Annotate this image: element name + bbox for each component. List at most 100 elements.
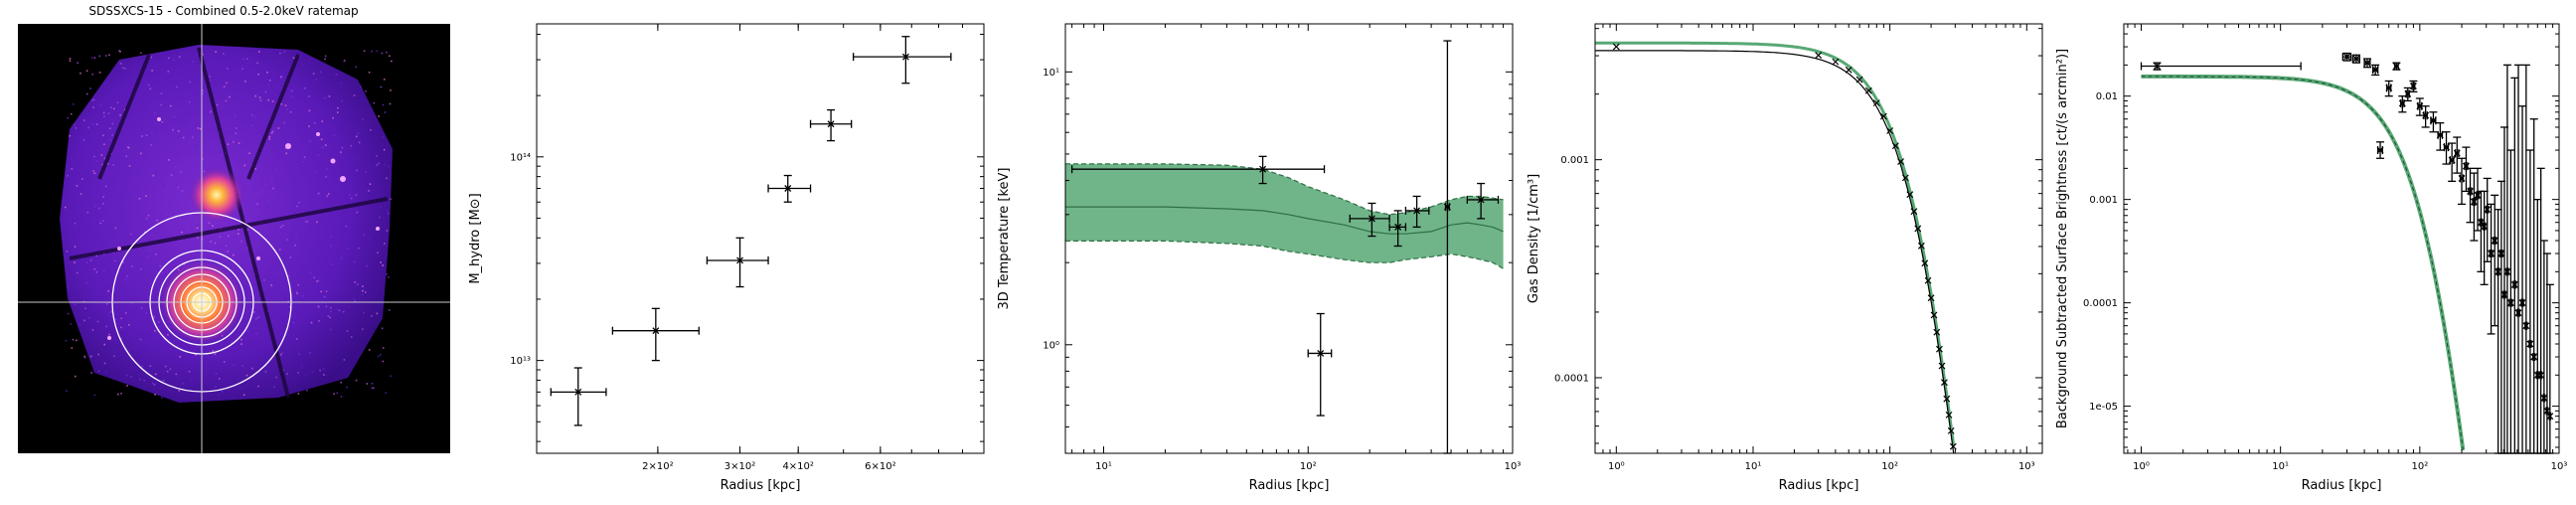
ratemap-pixel <box>377 252 379 254</box>
ratemap-pixel <box>119 51 121 53</box>
ratemap-pixel <box>167 57 170 60</box>
ratemap-pixel <box>113 355 115 358</box>
ratemap-pixel <box>139 378 141 381</box>
ratemap-pixel <box>139 110 142 112</box>
ratemap-pixel <box>358 141 361 144</box>
density-data-point <box>1949 442 1957 450</box>
ratemap-pixel <box>326 195 329 198</box>
ratemap-pixel <box>197 237 199 239</box>
ratemap-pixel <box>76 271 79 274</box>
ratemap-pixel <box>103 204 106 207</box>
ratemap-pixel <box>168 159 170 161</box>
ratemap-pixel <box>290 89 293 92</box>
ratemap-pixel <box>321 120 323 122</box>
ratemap-pixel <box>323 96 326 99</box>
ratemap-pixel <box>166 370 169 373</box>
ratemap-pixel <box>295 236 298 239</box>
ratemap-pixel <box>299 271 302 274</box>
ratemap-pixel <box>330 236 333 238</box>
ratemap-pixel <box>221 390 224 393</box>
data-point <box>2376 141 2385 159</box>
band-lower-edge <box>1065 240 1504 269</box>
ratemap-pixel <box>94 307 96 310</box>
ratemap-pixel <box>335 74 338 76</box>
ratemap-pixel <box>82 138 85 141</box>
ratemap-pixel <box>362 118 365 120</box>
ratemap-pixel <box>94 222 97 224</box>
ratemap-pixel <box>114 318 117 321</box>
ratemap-pixel <box>254 168 256 170</box>
ratemap-pixel <box>145 312 148 314</box>
ratemap-pixel <box>202 127 204 130</box>
ratemap-pixel <box>335 308 338 310</box>
ratemap-pixel <box>330 245 332 247</box>
y-axis-label: Gas Density [1/cm³] <box>1527 174 1541 303</box>
ratemap-pixel <box>315 79 318 81</box>
ratemap-pixel <box>235 132 238 135</box>
ratemap-pixel <box>147 84 150 86</box>
point-marker <box>1317 349 1325 357</box>
ratemap-pixel <box>159 264 162 267</box>
ratemap-pixel <box>308 95 310 97</box>
ratemap-pixel <box>388 212 390 215</box>
ratemap-pixel <box>256 203 258 205</box>
density-data-point <box>1872 99 1880 107</box>
ratemap-pixel <box>160 103 162 106</box>
ratemap-pixel <box>330 310 332 313</box>
ratemap-pixel <box>289 256 292 258</box>
y-tick-label: 1e-05 <box>2089 402 2118 413</box>
ratemap-pixel <box>376 164 378 166</box>
ratemap-pixel <box>71 168 74 170</box>
ratemap-pixel <box>146 101 148 103</box>
ratemap-pixel <box>354 281 356 283</box>
ratemap-pixel <box>382 103 385 106</box>
ratemap-pixel <box>147 255 149 257</box>
ratemap-pixel <box>326 168 328 170</box>
ratemap-pixel <box>383 164 386 166</box>
ratemap-pixel <box>141 365 144 368</box>
ratemap-pixel <box>144 231 146 234</box>
ratemap-pixel <box>106 162 109 165</box>
ratemap-pixel <box>166 214 168 216</box>
ratemap-pixel <box>103 269 105 271</box>
ratemap-pixel <box>218 394 220 397</box>
data-point <box>2510 77 2519 454</box>
ratemap-pixel <box>202 157 204 160</box>
ratemap-pixel <box>75 375 77 378</box>
ratemap-pixel <box>167 71 170 73</box>
ratemap-pixel <box>257 316 260 318</box>
x-tick-label: 10² <box>2411 461 2428 472</box>
ratemap-pixel <box>317 192 320 195</box>
ratemap-pixel <box>246 58 248 60</box>
point-marker <box>574 388 582 396</box>
data-point <box>2453 136 2462 174</box>
ratemap-pixel <box>115 257 117 259</box>
ratemap-pixel <box>108 127 111 129</box>
ratemap-pixel <box>241 343 242 345</box>
density-data-point <box>1943 395 1951 403</box>
point-marker <box>2392 63 2400 70</box>
ratemap-pixel <box>267 98 269 101</box>
ratemap-pixel <box>67 285 69 288</box>
y-tick-label: 0.0001 <box>1554 373 1589 384</box>
ratemap-pixel <box>107 290 109 292</box>
ratemap-pixel <box>228 131 231 133</box>
ratemap-pixel <box>241 338 242 341</box>
point-marker <box>827 120 835 128</box>
ratemap-pixel <box>298 201 300 204</box>
ratemap-pixel <box>217 137 219 139</box>
ratemap-pixel <box>73 103 75 105</box>
ratemap-pixel <box>368 349 371 351</box>
ratemap-pixel <box>268 135 271 138</box>
point-marker <box>2514 309 2522 317</box>
data-point <box>2351 54 2360 64</box>
ratemap-pixel <box>138 197 141 200</box>
ratemap-pixel <box>90 372 92 374</box>
ratemap-pixel <box>304 105 307 107</box>
ratemap-pixel <box>264 183 266 186</box>
ratemap-pixel <box>149 350 152 352</box>
ratemap-pixel <box>179 356 182 358</box>
ratemap-pixel <box>376 155 378 157</box>
ratemap-pixel <box>210 241 212 243</box>
density-data-point <box>1906 191 1914 199</box>
